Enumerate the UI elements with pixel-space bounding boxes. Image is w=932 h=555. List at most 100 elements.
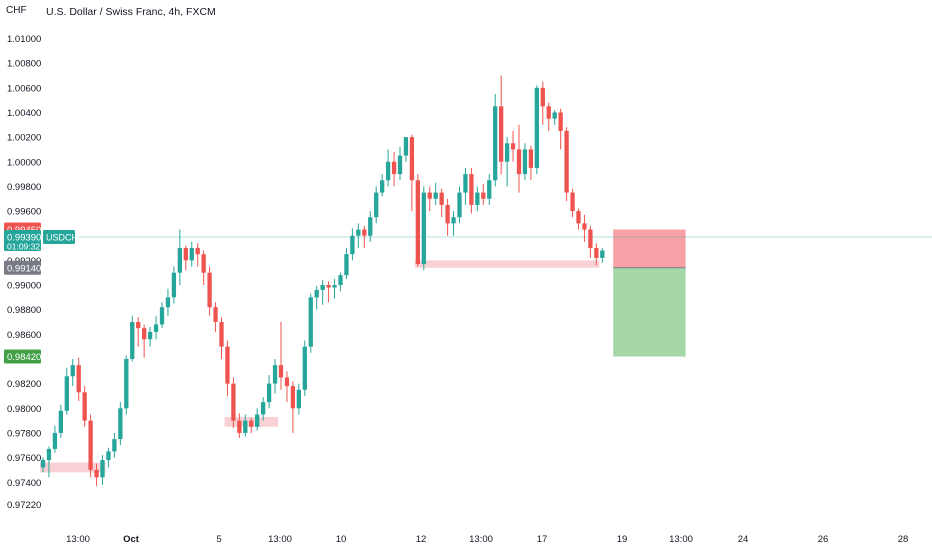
candle-body bbox=[106, 451, 111, 461]
candle-body bbox=[457, 192, 462, 218]
candle-body bbox=[142, 328, 147, 340]
candle-body bbox=[136, 322, 141, 329]
price-axis[interactable]: 0.97220 0.97400 0.97600 0.97800 0.98000 0.982… bbox=[7, 34, 41, 511]
candle-body bbox=[308, 297, 313, 347]
entry-price-label-bg bbox=[4, 260, 41, 275]
candle-body bbox=[58, 410, 63, 433]
target-price-label: 0.98420 bbox=[7, 352, 41, 363]
position-tool[interactable] bbox=[613, 229, 686, 357]
candle-body bbox=[356, 229, 361, 236]
price-tick-label: 0.98200 bbox=[7, 379, 41, 390]
candle-body bbox=[487, 180, 492, 199]
price-tick-label: 1.00800 bbox=[7, 59, 41, 70]
time-tick-label: 13:00 bbox=[469, 534, 493, 545]
candle-body bbox=[391, 161, 397, 175]
price-tick-label: 0.97600 bbox=[7, 453, 41, 464]
candle-body bbox=[118, 408, 123, 440]
candle-body bbox=[302, 346, 307, 390]
candle-body bbox=[94, 469, 99, 478]
time-tick-label: 26 bbox=[818, 534, 829, 545]
candle-body bbox=[88, 420, 93, 470]
candle-body bbox=[46, 448, 52, 461]
candle-body bbox=[272, 365, 278, 384]
candle-body bbox=[314, 289, 319, 298]
price-tick-label: 0.97800 bbox=[7, 428, 41, 439]
chart-title: U.S. Dollar / Swiss Franc, 4h, FXCM bbox=[46, 6, 216, 18]
time-tick-label: 13:00 bbox=[268, 534, 292, 545]
price-tick-label: 1.00600 bbox=[7, 83, 41, 94]
candle-body bbox=[237, 420, 242, 433]
candle-body bbox=[255, 414, 260, 427]
candle-body bbox=[320, 285, 325, 290]
candle-body bbox=[481, 192, 486, 199]
candle-body bbox=[231, 383, 236, 421]
candle-body bbox=[201, 254, 206, 273]
candle-body bbox=[147, 331, 153, 340]
currency-unit-label: CHF bbox=[6, 5, 27, 16]
candle-body bbox=[243, 420, 248, 433]
candle-body bbox=[528, 149, 534, 168]
take-profit-zone[interactable] bbox=[613, 267, 686, 357]
candle-body bbox=[183, 248, 188, 261]
candle-body bbox=[499, 106, 504, 162]
candle-body bbox=[433, 192, 438, 199]
candle-body bbox=[582, 223, 587, 230]
candle-body bbox=[427, 192, 432, 199]
support-zone[interactable] bbox=[414, 260, 600, 268]
last-price-label-bg bbox=[4, 229, 41, 251]
candle-body bbox=[385, 161, 391, 181]
price-tick-label: 0.97400 bbox=[7, 478, 41, 489]
candle-body bbox=[546, 106, 551, 119]
candle-body bbox=[475, 192, 480, 205]
price-tick-label: 0.99000 bbox=[7, 281, 41, 292]
candle-body bbox=[153, 324, 159, 332]
candle-body bbox=[64, 376, 69, 411]
candle-body bbox=[552, 112, 557, 119]
candle-body bbox=[564, 130, 569, 193]
price-tick-label: 0.98000 bbox=[7, 404, 41, 415]
price-tick-label: 0.99600 bbox=[7, 207, 41, 218]
price-tick-label: 0.98600 bbox=[7, 330, 41, 341]
candle-body bbox=[421, 192, 426, 265]
candle-body bbox=[469, 174, 474, 205]
support-zone[interactable] bbox=[40, 462, 106, 473]
candle-body bbox=[100, 460, 105, 478]
candle-body bbox=[338, 275, 343, 286]
candle-body bbox=[439, 192, 444, 205]
candle-body bbox=[594, 248, 599, 258]
time-tick-label: 17 bbox=[537, 534, 548, 545]
candle-body bbox=[278, 365, 284, 378]
time-tick-label: 13:00 bbox=[669, 534, 693, 545]
candle-body bbox=[52, 432, 58, 449]
candle-body bbox=[362, 229, 367, 236]
candle-body bbox=[522, 149, 528, 175]
time-tick-label: 10 bbox=[336, 534, 347, 545]
countdown-label: 01:09:32 bbox=[7, 241, 40, 251]
price-tick-label: 1.00400 bbox=[7, 108, 41, 119]
symbol-tag-bg bbox=[43, 229, 75, 244]
stop-loss-zone[interactable] bbox=[613, 229, 686, 268]
candle-body bbox=[171, 272, 177, 298]
time-axis[interactable]: 13:00 Oct 5 13:00 10 12 13:00 17 19 13:00 24 26 28 bbox=[66, 534, 908, 545]
time-tick-label: 24 bbox=[738, 534, 749, 545]
candle-body bbox=[159, 307, 165, 325]
price-tick-label: 1.01000 bbox=[7, 34, 41, 45]
candle-body bbox=[588, 229, 593, 249]
time-tick-label: 28 bbox=[898, 534, 909, 545]
time-tick-label: 12 bbox=[416, 534, 427, 545]
candle-body bbox=[130, 322, 135, 359]
entry-price-label: 0.99140 bbox=[7, 263, 41, 274]
candle-body bbox=[344, 254, 349, 276]
candle-body bbox=[445, 204, 450, 224]
symbol-tag: USDCHF bbox=[46, 232, 84, 242]
candle-body bbox=[397, 155, 403, 175]
candle-body bbox=[225, 346, 230, 384]
target-price-label-bg bbox=[4, 349, 41, 364]
candle-body bbox=[570, 192, 575, 212]
candle-body bbox=[350, 235, 355, 255]
candle-body bbox=[40, 460, 46, 468]
candle-body bbox=[380, 180, 385, 193]
candle-body bbox=[493, 106, 498, 181]
